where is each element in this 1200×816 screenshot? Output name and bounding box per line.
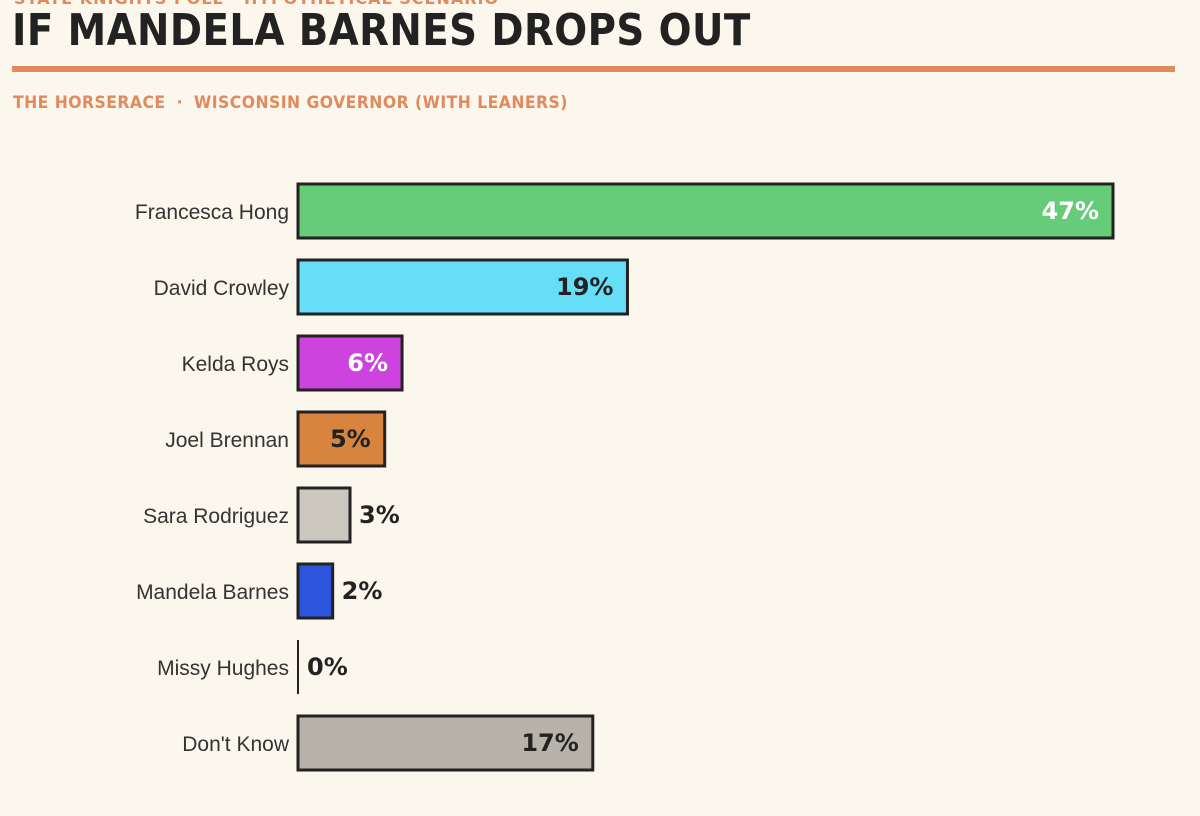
chart-kicker: STATE KNIGHTS POLL · HYPOTHETICAL SCENAR… xyxy=(14,0,499,8)
category-label: Mandela Barnes xyxy=(136,581,289,604)
category-label: Francesca Hong xyxy=(135,201,289,224)
category-label: Kelda Roys xyxy=(182,353,289,376)
chart-title: IF MANDELA BARNES DROPS OUT xyxy=(12,5,751,56)
bar xyxy=(296,410,387,468)
category-label: Don't Know xyxy=(182,733,290,756)
subtitle-section: THE HORSERACE xyxy=(13,93,166,113)
value-label: 3% xyxy=(359,501,400,529)
value-label: 5% xyxy=(330,425,371,453)
value-label: 2% xyxy=(342,577,383,605)
bar xyxy=(296,258,629,316)
value-label: 0% xyxy=(307,653,348,681)
value-label: 6% xyxy=(347,349,388,377)
title-divider xyxy=(12,66,1175,72)
bar xyxy=(296,714,595,772)
subtitle-separator: · xyxy=(176,93,184,113)
bar xyxy=(296,562,335,620)
subtitle-question: WISCONSIN GOVERNOR (WITH LEANERS) xyxy=(194,93,568,113)
category-label: David Crowley xyxy=(154,277,290,300)
chart-subtitle: THE HORSERACE · WISCONSIN GOVERNOR (WITH L… xyxy=(13,93,568,113)
bar xyxy=(296,486,352,544)
category-label: Missy Hughes xyxy=(157,657,289,680)
category-label: Sara Rodriguez xyxy=(143,505,289,528)
bar xyxy=(296,182,1115,240)
bar xyxy=(296,334,404,392)
category-label: Joel Brennan xyxy=(165,429,289,452)
value-label: 47% xyxy=(1042,197,1099,225)
value-label: 19% xyxy=(556,273,613,301)
value-label: 17% xyxy=(521,729,578,757)
